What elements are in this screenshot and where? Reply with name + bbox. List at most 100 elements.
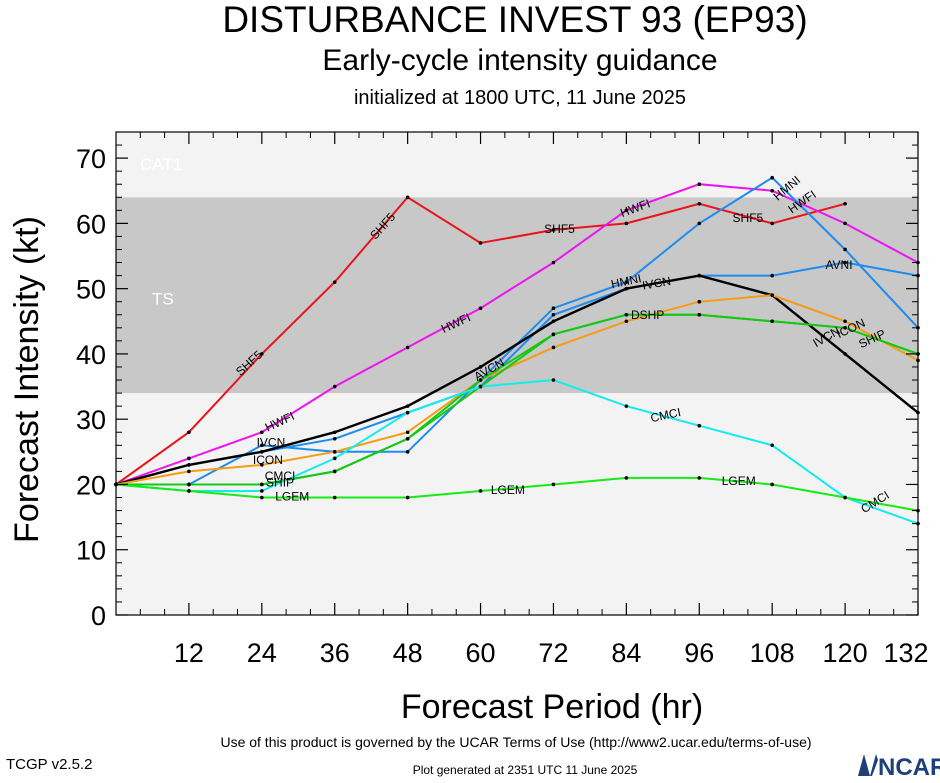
data-point — [260, 450, 264, 454]
data-point — [843, 319, 847, 324]
data-point — [697, 201, 702, 206]
data-point — [332, 469, 337, 474]
data-point — [332, 436, 337, 441]
data-point — [624, 476, 629, 480]
y-tick-label: 0 — [91, 601, 106, 631]
data-point — [478, 384, 483, 389]
data-point — [187, 463, 191, 467]
data-point — [770, 188, 774, 193]
y-tick-label: 70 — [76, 144, 106, 174]
data-point — [260, 352, 264, 356]
data-point — [770, 293, 774, 297]
data-point — [551, 319, 556, 324]
data-point — [770, 443, 774, 448]
data-point — [843, 352, 847, 356]
data-point — [624, 286, 629, 291]
chart-title: DISTURBANCE INVEST 93 (EP93) — [222, 0, 808, 40]
ncar-logo-mark — [858, 754, 878, 776]
data-point — [332, 495, 337, 500]
data-point — [770, 175, 774, 180]
y-axis-label: Forecast Intensity (kt) — [8, 216, 46, 543]
x-tick-label: 84 — [611, 638, 641, 668]
data-point — [697, 273, 702, 278]
data-point — [405, 450, 410, 454]
x-tick-label: 72 — [538, 638, 568, 668]
series-label: IVCN — [257, 436, 286, 450]
data-point — [551, 306, 556, 311]
y-tick-label: 30 — [76, 405, 106, 435]
data-point — [843, 260, 847, 265]
data-point — [332, 280, 337, 284]
y-tick-label: 40 — [76, 340, 106, 370]
series-line-cmci — [115, 378, 919, 525]
x-tick-label: 108 — [750, 638, 795, 668]
series-label: IVCN — [641, 274, 672, 293]
data-point — [405, 404, 410, 408]
data-point — [697, 423, 702, 428]
data-point — [770, 319, 774, 324]
data-point — [624, 208, 629, 213]
series-label: SHF5 — [544, 222, 575, 236]
x-tick-label: 24 — [247, 638, 277, 668]
x-tick-label: 48 — [393, 638, 423, 668]
y-tick-label: 50 — [76, 275, 106, 305]
data-point — [405, 495, 410, 500]
generated-time: Plot generated at 2351 UTC 11 June 2025 — [412, 763, 638, 777]
data-point — [332, 430, 337, 435]
data-point — [551, 332, 556, 337]
data-point — [260, 443, 264, 448]
data-point — [843, 201, 847, 206]
data-point — [843, 221, 847, 226]
plot-frame — [115, 131, 919, 616]
x-tick-label: 60 — [466, 638, 496, 668]
band-label: TS — [152, 289, 174, 308]
data-point — [332, 456, 337, 461]
intensity-band — [116, 132, 918, 198]
series-line-dshp — [116, 313, 919, 486]
x-tick-label: 36 — [320, 638, 350, 668]
data-point — [551, 482, 556, 487]
data-point — [843, 495, 847, 500]
x-tick-label: 132 — [883, 638, 928, 668]
data-point — [187, 430, 191, 435]
data-point — [260, 463, 264, 467]
data-point — [551, 378, 556, 382]
data-point — [697, 312, 702, 317]
data-point — [405, 436, 410, 441]
data-point — [405, 195, 410, 200]
series-label: LGEM — [491, 483, 525, 497]
x-axis-label: Forecast Period (hr) — [401, 688, 703, 726]
data-point — [187, 469, 191, 474]
data-point — [697, 182, 702, 187]
series-label: CMCI — [649, 405, 682, 425]
data-point — [697, 299, 702, 304]
init-time: initialized at 1800 UTC, 11 June 2025 — [353, 87, 687, 109]
series-label: CMCI — [265, 469, 296, 483]
data-point — [478, 365, 483, 369]
series-label: SHF5 — [733, 211, 764, 225]
y-tick-label: 20 — [76, 470, 106, 500]
x-tick-label: 12 — [174, 638, 204, 668]
y-tick-label: 10 — [76, 536, 106, 566]
series-line-lgem — [115, 476, 919, 512]
data-point — [332, 450, 337, 454]
data-point — [260, 495, 264, 500]
data-point — [624, 280, 629, 284]
data-point — [624, 221, 629, 226]
series-line-ivcn — [115, 274, 919, 486]
data-point — [405, 345, 410, 350]
series-label: SHIP — [266, 475, 294, 489]
data-point — [770, 273, 774, 278]
data-point — [187, 482, 191, 487]
data-point — [405, 410, 410, 415]
series-line-hwfi — [115, 183, 919, 486]
series-line-icon — [115, 294, 919, 486]
data-point — [551, 260, 556, 265]
data-point — [770, 221, 774, 226]
band-label: CAT1 — [140, 155, 182, 174]
series-label: AVNI — [825, 258, 852, 272]
ncar-logo-text: NCAR — [878, 754, 940, 778]
data-point — [624, 319, 629, 324]
data-point — [624, 312, 629, 317]
